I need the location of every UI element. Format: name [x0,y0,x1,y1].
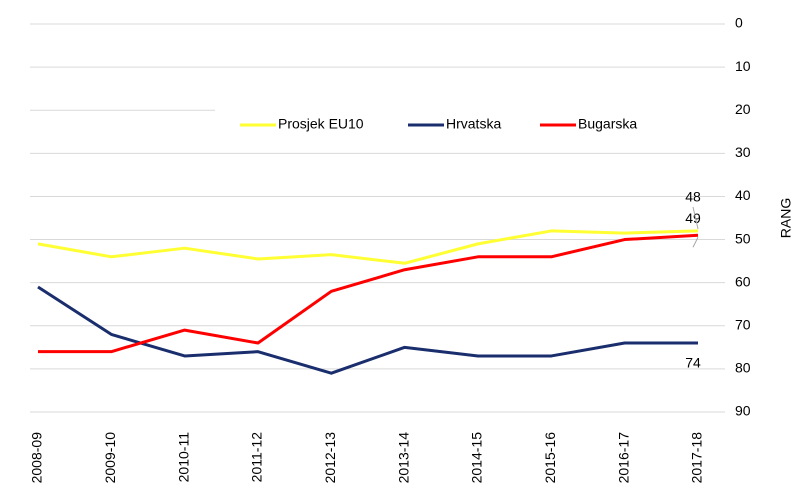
y-tick-label: 10 [735,58,751,74]
x-tick-label: 2009-10 [102,432,118,484]
x-tick-label: 2015-16 [542,432,558,484]
legend-label: Hrvatska [446,116,501,132]
x-tick-label: 2008-09 [29,432,45,484]
y-tick-label: 90 [735,403,751,419]
y-tick-label: 30 [735,144,751,160]
y-tick-label: 80 [735,360,751,376]
x-tick-label: 2012-13 [322,432,338,484]
x-tick-label: 2014-15 [469,432,485,484]
x-tick-label: 2011-12 [249,432,265,483]
series-line [37,229,699,265]
x-tick-label: 2013-14 [395,432,411,484]
y-axis-label: RANG [778,198,794,238]
y-tick-label: 40 [735,187,751,203]
data-label: 49 [685,210,701,226]
leader-line [692,237,699,248]
x-tick-label: 2017-18 [689,432,705,484]
legend-label: Bugarska [578,116,637,132]
y-tick-label: 20 [735,101,751,117]
legend-background [215,104,725,146]
data-label: 74 [685,355,701,371]
y-tick-label: 50 [735,230,751,246]
series-line [38,233,699,354]
y-tick-label: 60 [735,273,751,289]
leader-line [692,206,699,230]
legend-label: Prosjek EU10 [278,116,364,132]
y-tick-label: 0 [735,15,743,31]
series-line [37,285,698,375]
data-label: 48 [685,189,701,205]
y-tick-label: 70 [735,316,751,332]
x-tick-label: 2010-11 [175,432,191,483]
x-tick-label: 2016-17 [615,432,631,484]
